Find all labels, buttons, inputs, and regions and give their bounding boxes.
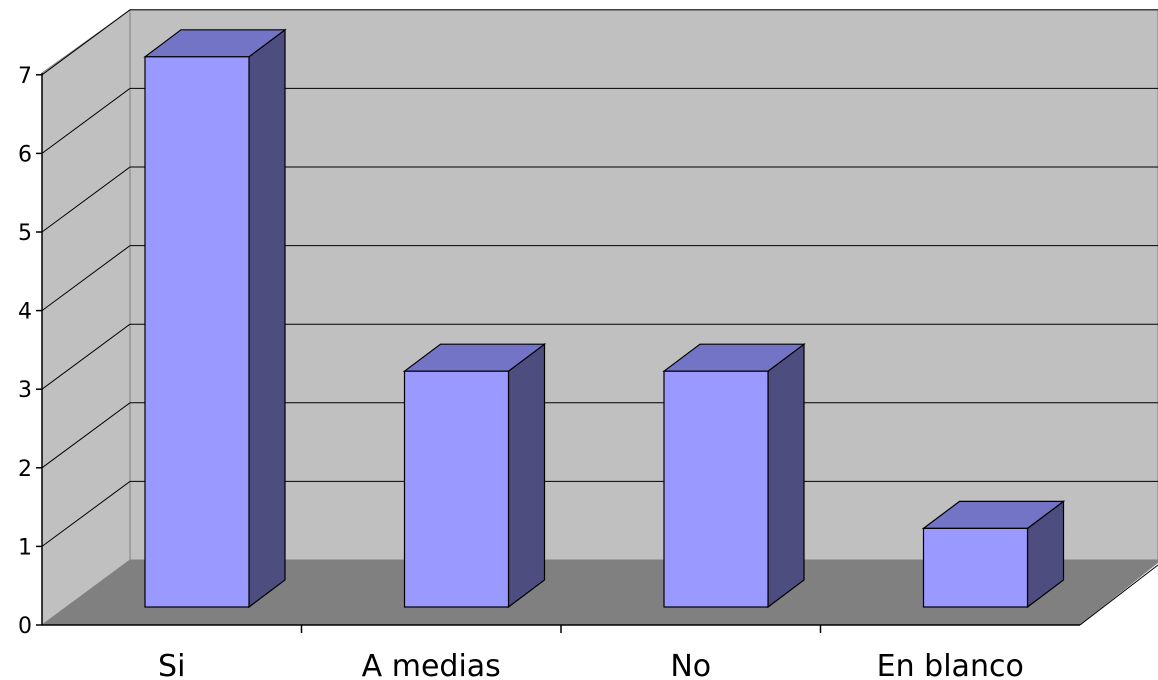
y-tick-label: 6 bbox=[18, 142, 32, 167]
axes bbox=[41, 73, 1158, 633]
bar-side bbox=[248, 28, 286, 609]
bar-no bbox=[662, 343, 806, 609]
y-tick-label: 3 bbox=[18, 378, 32, 403]
y-tick-label: 2 bbox=[18, 457, 32, 482]
y-axis-ticks: 0 1 2 3 4 5 6 7 bbox=[18, 64, 42, 639]
bar-side bbox=[767, 343, 805, 609]
y-tick-label: 7 bbox=[18, 64, 32, 89]
x-tick-label: En blanco bbox=[877, 649, 1024, 680]
bar-front bbox=[144, 56, 250, 608]
bar-front bbox=[663, 370, 769, 608]
gridline-side bbox=[41, 87, 131, 154]
gridline-side bbox=[41, 402, 131, 469]
x-tick-label: No bbox=[670, 649, 711, 680]
bar-front bbox=[922, 527, 1029, 608]
y-tick-label: 4 bbox=[18, 300, 32, 325]
bar-en-blanco bbox=[921, 500, 1066, 609]
gridline-side bbox=[41, 166, 131, 233]
gridline-side bbox=[41, 323, 131, 390]
y-tick-label: 5 bbox=[18, 221, 32, 246]
bar-a-medias bbox=[402, 343, 547, 609]
floor bbox=[42, 560, 1158, 625]
x-tick-label: A medias bbox=[362, 649, 501, 680]
chart-walls bbox=[41, 9, 1158, 626]
floor-edge-line bbox=[1079, 564, 1158, 626]
bar-si bbox=[143, 28, 287, 609]
bars bbox=[143, 28, 1066, 609]
gridline-side bbox=[41, 245, 131, 312]
x-axis-ticks: Si A medias No En blanco bbox=[158, 649, 1024, 680]
bar-front bbox=[403, 370, 510, 608]
y-tick-label: 1 bbox=[18, 535, 32, 560]
gridline-side bbox=[41, 9, 131, 76]
x-tick-label: Si bbox=[158, 649, 185, 680]
gridlines bbox=[41, 9, 1158, 547]
y-tick-label: 0 bbox=[18, 614, 32, 639]
gridline-side bbox=[41, 480, 131, 547]
bar-side bbox=[507, 343, 546, 609]
side-wall bbox=[41, 9, 131, 626]
